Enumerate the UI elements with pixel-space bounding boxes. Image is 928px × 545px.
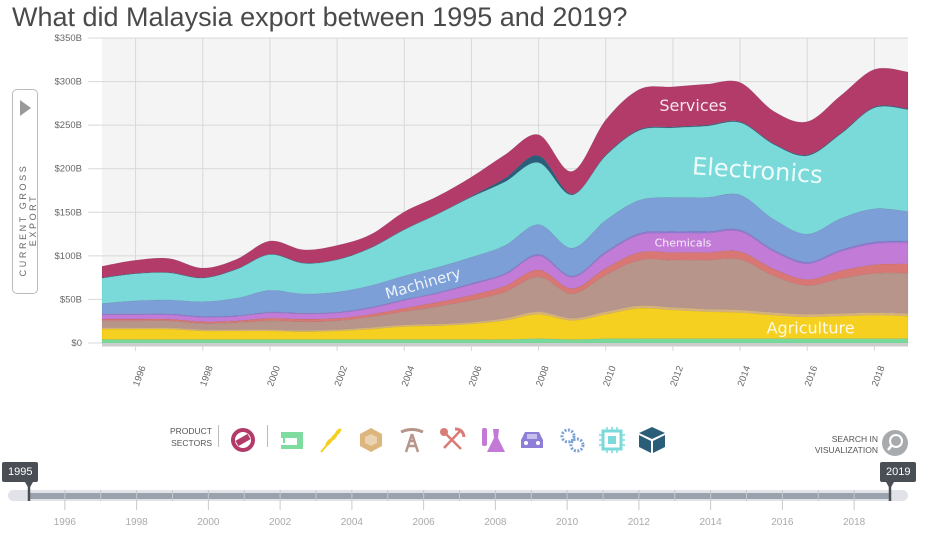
x-tick-label: 2006 xyxy=(467,364,485,388)
y-axis-toggle-button[interactable]: CURRENT GROSS EXPORT xyxy=(12,89,38,294)
timeline-year-label: 2004 xyxy=(340,517,363,528)
x-tick-label: 1998 xyxy=(198,364,216,388)
play-triangle-icon xyxy=(20,100,31,116)
x-tick-label: 2004 xyxy=(400,364,418,388)
x-tick-label: 2010 xyxy=(601,364,619,388)
timeline-year-label: 2008 xyxy=(484,517,507,528)
year-range-slider[interactable]: 1995 2019 1996 1998 2000 2002 2004 2006 2008 20… xyxy=(0,455,928,540)
y-axis-label: CURRENT GROSS EXPORT xyxy=(18,163,38,277)
area-services[interactable] xyxy=(101,67,909,278)
y-tick-label: $0 xyxy=(71,338,82,349)
y-tick-label: $150B xyxy=(55,207,82,218)
x-tick-label: 2008 xyxy=(534,364,552,388)
timeline-year-label: 2018 xyxy=(843,517,866,528)
label-line: SECTORS xyxy=(171,438,212,448)
x-tick-label: 2016 xyxy=(803,364,821,388)
machinery-gears-icon[interactable] xyxy=(558,426,586,454)
x-tick-label: 2012 xyxy=(668,364,686,388)
timeline-year-label: 2002 xyxy=(269,517,292,528)
area-sector-9[interactable] xyxy=(101,105,909,279)
timeline-year-label: 1996 xyxy=(53,517,76,528)
divider xyxy=(267,425,268,447)
y-tick-label: $250B xyxy=(55,120,82,131)
slider-track[interactable] xyxy=(0,455,928,540)
product-sectors-label: PRODUCT SECTORS xyxy=(164,425,212,449)
y-tick-label: $100B xyxy=(55,251,82,262)
x-tick-label: 2018 xyxy=(870,364,888,388)
timeline-year-label: 1998 xyxy=(125,517,148,528)
textiles-sewing-machine-icon[interactable] xyxy=(278,426,306,454)
area-sector-4[interactable] xyxy=(101,250,909,324)
label-line: VISUALIZATION xyxy=(814,445,878,455)
vehicles-car-icon[interactable] xyxy=(518,426,546,454)
services-handshake-icon[interactable] xyxy=(229,426,257,454)
search-button[interactable] xyxy=(882,430,908,456)
x-tick-label: 2000 xyxy=(265,364,283,388)
metals-pick-shovel-icon[interactable] xyxy=(438,426,466,454)
x-tick-label: 2014 xyxy=(736,364,754,388)
area-chemicals[interactable] xyxy=(101,230,909,323)
series-label: Agriculture xyxy=(767,318,855,337)
timeline-year-label: 2014 xyxy=(699,517,722,528)
electronics-chip-icon[interactable] xyxy=(598,426,626,454)
y-tick-label: $300B xyxy=(55,77,82,88)
other-box-icon[interactable] xyxy=(638,426,666,454)
y-tick-label: $50B xyxy=(60,294,82,305)
timeline-year-label: 2000 xyxy=(197,517,220,528)
minerals-oil-derrick-icon[interactable] xyxy=(398,426,426,454)
agriculture-wheat-icon[interactable] xyxy=(317,426,345,454)
stone-gem-icon[interactable] xyxy=(357,426,385,454)
timeline-year-label: 2006 xyxy=(412,517,435,528)
magnifier-icon xyxy=(887,434,903,451)
handle-pointer xyxy=(25,482,33,489)
series-label: Services xyxy=(659,96,726,115)
page-title: What did Malaysia export between 1995 an… xyxy=(12,2,628,32)
x-tick-label: 2002 xyxy=(333,364,351,388)
search-label: SEARCH IN VISUALIZATION xyxy=(812,434,878,456)
start-year-handle-label[interactable]: 1995 xyxy=(2,462,39,482)
area-machinery[interactable] xyxy=(101,193,909,317)
timeline-year-label: 2012 xyxy=(627,517,650,528)
label-line: SEARCH IN xyxy=(831,434,878,444)
stacked-area-chart: $0 $50B $100B $150B $200B $250B $300B $350B 1996… xyxy=(55,33,909,388)
y-tick-label: $350B xyxy=(55,33,82,44)
x-tick-label: 1996 xyxy=(131,364,149,388)
label-line: PRODUCT xyxy=(169,426,212,436)
series-label: Chemicals xyxy=(655,237,712,250)
handle-pointer xyxy=(886,482,894,489)
divider xyxy=(218,425,219,447)
chemicals-flask-icon[interactable] xyxy=(478,426,506,454)
timeline-year-label: 2010 xyxy=(556,517,579,528)
y-tick-label: $200B xyxy=(55,164,82,175)
timeline-year-label: 2016 xyxy=(771,517,794,528)
end-year-handle-label[interactable]: 2019 xyxy=(880,462,917,482)
